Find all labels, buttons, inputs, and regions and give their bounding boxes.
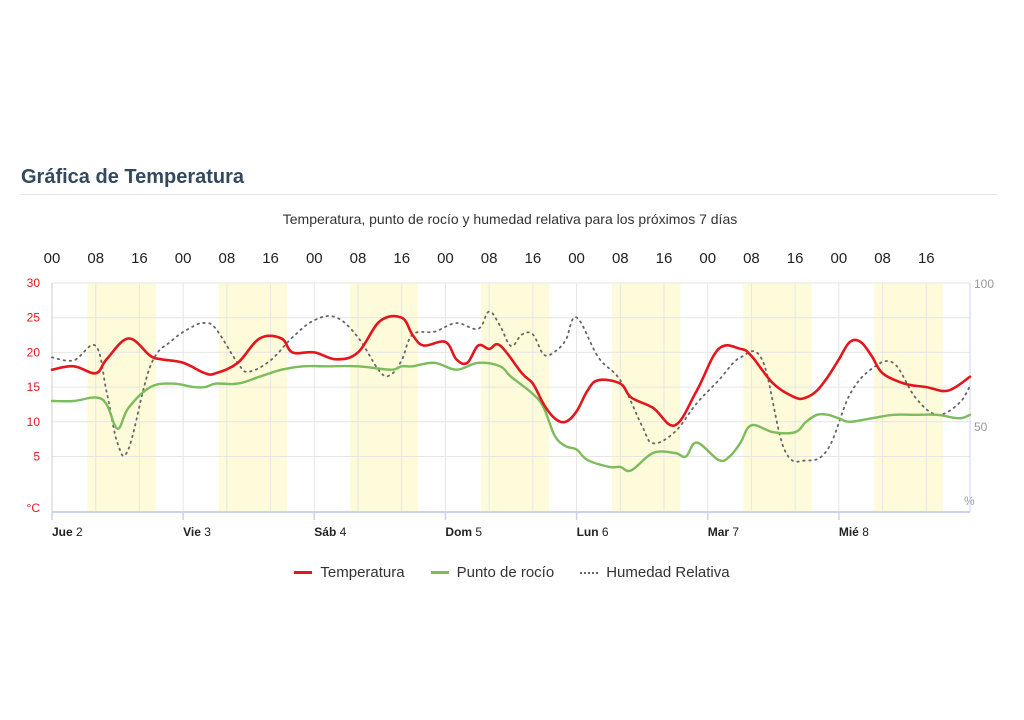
y-left-tick-label: 20	[27, 345, 41, 359]
day-tick-label: Jue 2	[52, 525, 83, 539]
y-left-tick-label: 25	[27, 311, 41, 325]
daylight-band	[874, 283, 943, 512]
chart-legend: Temperatura Punto de rocío Humedad Relat…	[0, 564, 1024, 581]
y-right-tick-label: 100	[974, 277, 994, 291]
hour-tick-label: 00	[437, 250, 454, 267]
hour-tick-label: 16	[262, 250, 279, 267]
hour-tick-label: 16	[131, 250, 148, 267]
y-left-tick-label: 5	[33, 449, 40, 463]
daylight-band	[743, 283, 812, 512]
temperature-line	[50, 314, 972, 427]
day-tick-label: Dom 5	[445, 525, 482, 539]
chart-title: Temperatura, punto de rocío y humedad re…	[283, 211, 737, 227]
daylight-band	[218, 283, 287, 512]
legend-swatch-humidity	[580, 571, 599, 574]
hour-tick-label: 00	[699, 250, 716, 267]
hour-tick-label: 08	[612, 250, 629, 267]
y-left-tick-label: 15	[27, 380, 41, 394]
legend-label-humidity: Humedad Relativa	[606, 564, 730, 581]
dew-point-line	[50, 361, 972, 473]
hour-tick-label: 08	[874, 250, 891, 267]
legend-label-dew-point: Punto de rocío	[456, 564, 555, 581]
day-tick-label: Mié 8	[839, 525, 869, 539]
y-left-tick-label: 10	[27, 415, 41, 429]
legend-swatch-dew-point	[430, 571, 449, 574]
hour-tick-label: 08	[350, 250, 367, 267]
hour-tick-label: 00	[306, 250, 323, 267]
hour-tick-label: 08	[481, 250, 498, 267]
hour-tick-label: 08	[219, 250, 236, 267]
hour-tick-label: 00	[831, 250, 848, 267]
hour-tick-label: 16	[393, 250, 410, 267]
hour-tick-label: 08	[87, 250, 104, 267]
legend-item-dew-point[interactable]: Punto de rocío	[430, 564, 555, 581]
day-tick-label: Vie 3	[183, 525, 211, 539]
day-tick-label: Mar 7	[708, 525, 740, 539]
daylight-band	[612, 283, 681, 512]
legend-label-temperature: Temperatura	[320, 564, 405, 581]
page-title: Gráfica de Temperatura	[21, 166, 245, 188]
day-tick-label: Sáb 4	[314, 525, 346, 539]
day-tick-label: Lun 6	[577, 525, 609, 539]
legend-swatch-temperature	[294, 571, 313, 574]
y-left-tick-label: 30	[27, 276, 41, 290]
hour-tick-label: 16	[787, 250, 804, 267]
title-divider	[21, 194, 997, 195]
hour-tick-label: 00	[44, 250, 61, 267]
hour-tick-label: 00	[175, 250, 192, 267]
hour-tick-label: 16	[525, 250, 542, 267]
legend-item-temperature[interactable]: Temperatura	[294, 564, 405, 581]
hour-tick-label: 16	[918, 250, 935, 267]
hour-tick-label: 00	[568, 250, 585, 267]
humidity-line	[51, 310, 971, 463]
hour-tick-label: 16	[656, 250, 673, 267]
y-right-tick-label: 50	[974, 420, 988, 434]
legend-item-humidity[interactable]: Humedad Relativa	[580, 564, 730, 581]
hour-tick-label: 08	[743, 250, 760, 267]
y-left-unit-label: °C	[27, 501, 41, 515]
